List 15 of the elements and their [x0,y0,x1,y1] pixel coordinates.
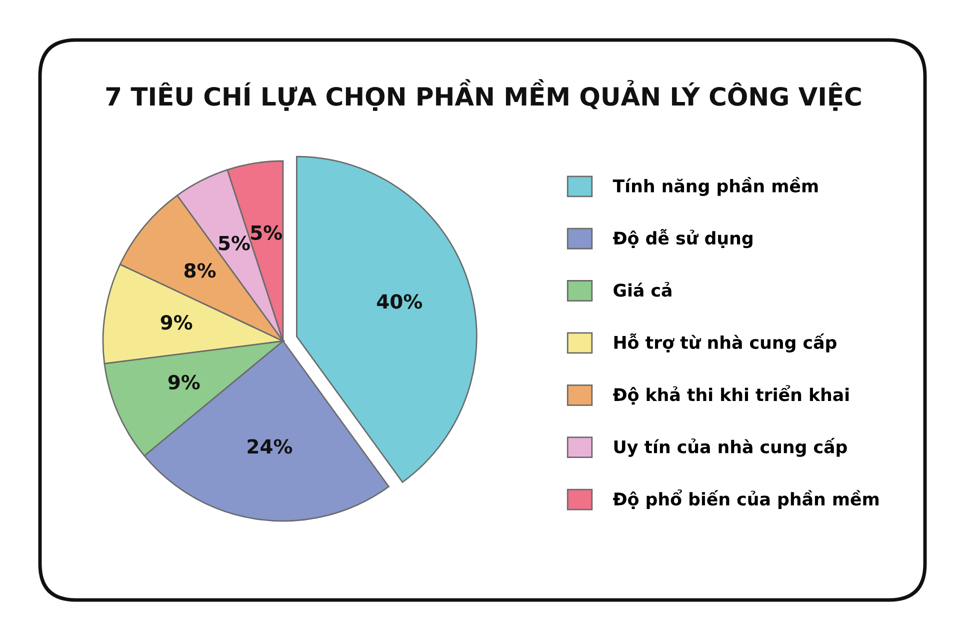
legend-label: Độ phổ biến của phần mềm [613,489,878,510]
data-label: 9% [168,374,200,390]
legend-label: Uy tín của nhà cung cấp [614,438,847,457]
data-label: 40% [377,294,422,309]
chart-title: 7 TIÊU CHÍ LỰA CHỌN PHẦN MỀM QUẢN LÝ CÔNG VIỆC [106,79,861,111]
data-label: 5% [251,225,282,240]
data-label: 8% [184,263,216,278]
legend-label: Độ khả thi khi triển khai [613,385,849,405]
data-label: 9% [160,315,192,330]
data-label: 5% [218,236,250,250]
legend-label: Độ dễ sử dụng [613,228,752,248]
data-label: 24% [248,439,292,454]
legend-label: Tính năng phần mềm [612,177,818,196]
legend-label: Hỗ trợ từ nhà cung cấp [614,333,836,352]
legend-label: Giá cả [614,282,672,297]
